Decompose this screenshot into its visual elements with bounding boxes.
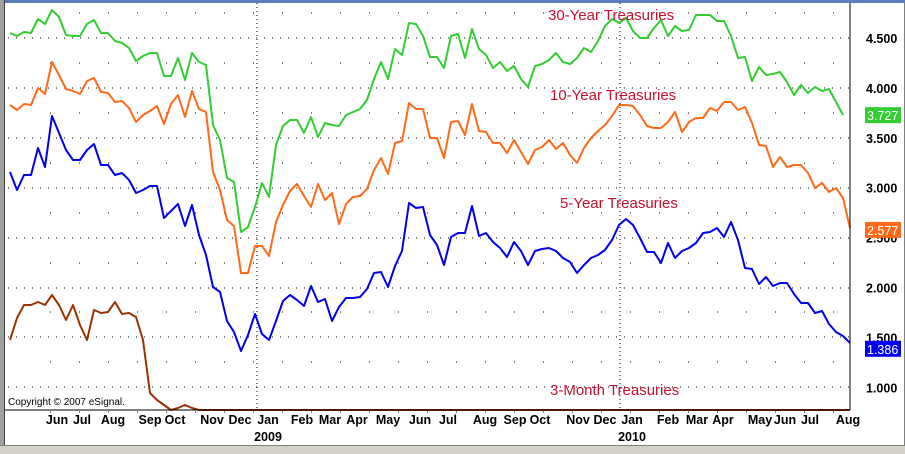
x-tick-label: Nov [566, 413, 590, 427]
window-top-border [0, 0, 905, 3]
x-tick-label: Mar [686, 413, 708, 427]
series-label-0: 30-Year Treasuries [548, 7, 674, 24]
series-label-1: 10-Year Treasuries [550, 87, 676, 104]
x-tick-label: Apr [712, 413, 734, 427]
x-tick-label: Jun [774, 413, 796, 427]
last-value-text-1: 2.577 [867, 224, 898, 238]
x-tick-label: Feb [291, 413, 314, 427]
x-year-label: 2009 [254, 430, 282, 444]
series-label-3: 3-Month Treasuries [550, 382, 679, 399]
x-tick-label: Sep [139, 413, 162, 427]
x-tick-label: Jul [801, 413, 819, 427]
last-value-tag-2 [865, 340, 901, 357]
series-label-2: 5-Year Treasuries [560, 195, 678, 212]
y-tick-label: 3.500 [866, 132, 897, 146]
x-tick-label: Jun [46, 413, 68, 427]
last-value-tag-0 [865, 107, 901, 124]
x-tick-label: Aug [836, 413, 860, 427]
x-tick-label: Apr [346, 413, 368, 427]
grid [8, 12, 850, 413]
x-tick-label: Feb [657, 413, 680, 427]
window-bottom-border [0, 445, 905, 454]
last-value-text-0: 3.727 [867, 109, 898, 123]
series-labels: 30-Year Treasuries 10-Year Treasuries 5-Ye… [548, 7, 679, 399]
last-value-tags: 3.727 2.577 1.386 [865, 107, 901, 357]
x-tick-label: Sep [504, 413, 527, 427]
y-tick-label: 4.500 [866, 32, 897, 46]
x-tick-label: May [376, 413, 400, 427]
last-value-tag-1 [865, 221, 901, 238]
series-line-0 [9, 9, 844, 233]
last-value-text-2: 1.386 [867, 343, 898, 357]
x-tick-label: Aug [473, 413, 497, 427]
x-tick-label: Jun [409, 413, 431, 427]
x-tick-label: Nov [200, 413, 224, 427]
x-tick-label: Oct [530, 413, 552, 427]
x-tick-label: Jul [73, 413, 91, 427]
series-line-3 [9, 294, 850, 411]
series-line-1 [9, 61, 851, 274]
x-tick-label: Dec [229, 413, 252, 427]
y-tick-label: 4.000 [866, 82, 897, 96]
x-axis-ticks: Jun Jul Aug Sep Oct Nov Dec Jan Feb Mar Apr May Jun J… [46, 413, 860, 444]
x-tick-label: Jul [439, 413, 457, 427]
window-left-border [0, 0, 5, 454]
series-lines [9, 9, 851, 411]
y-tick-label: 3.000 [866, 182, 897, 196]
copyright-text: Copyright © 2007 eSignal. [8, 397, 125, 408]
y-tick-label: 1.000 [866, 381, 897, 395]
x-year-label: 2010 [618, 430, 646, 444]
x-tick-label: May [748, 413, 772, 427]
x-tick-label: Jan [621, 413, 643, 427]
x-tick-label: Jan [257, 413, 279, 427]
x-tick-label: Oct [165, 413, 187, 427]
series-line-2 [9, 115, 851, 352]
x-tick-label: Mar [319, 413, 341, 427]
y-tick-label: 2.000 [866, 282, 897, 296]
x-tick-label: Dec [594, 413, 617, 427]
x-tick-label: Aug [101, 413, 125, 427]
